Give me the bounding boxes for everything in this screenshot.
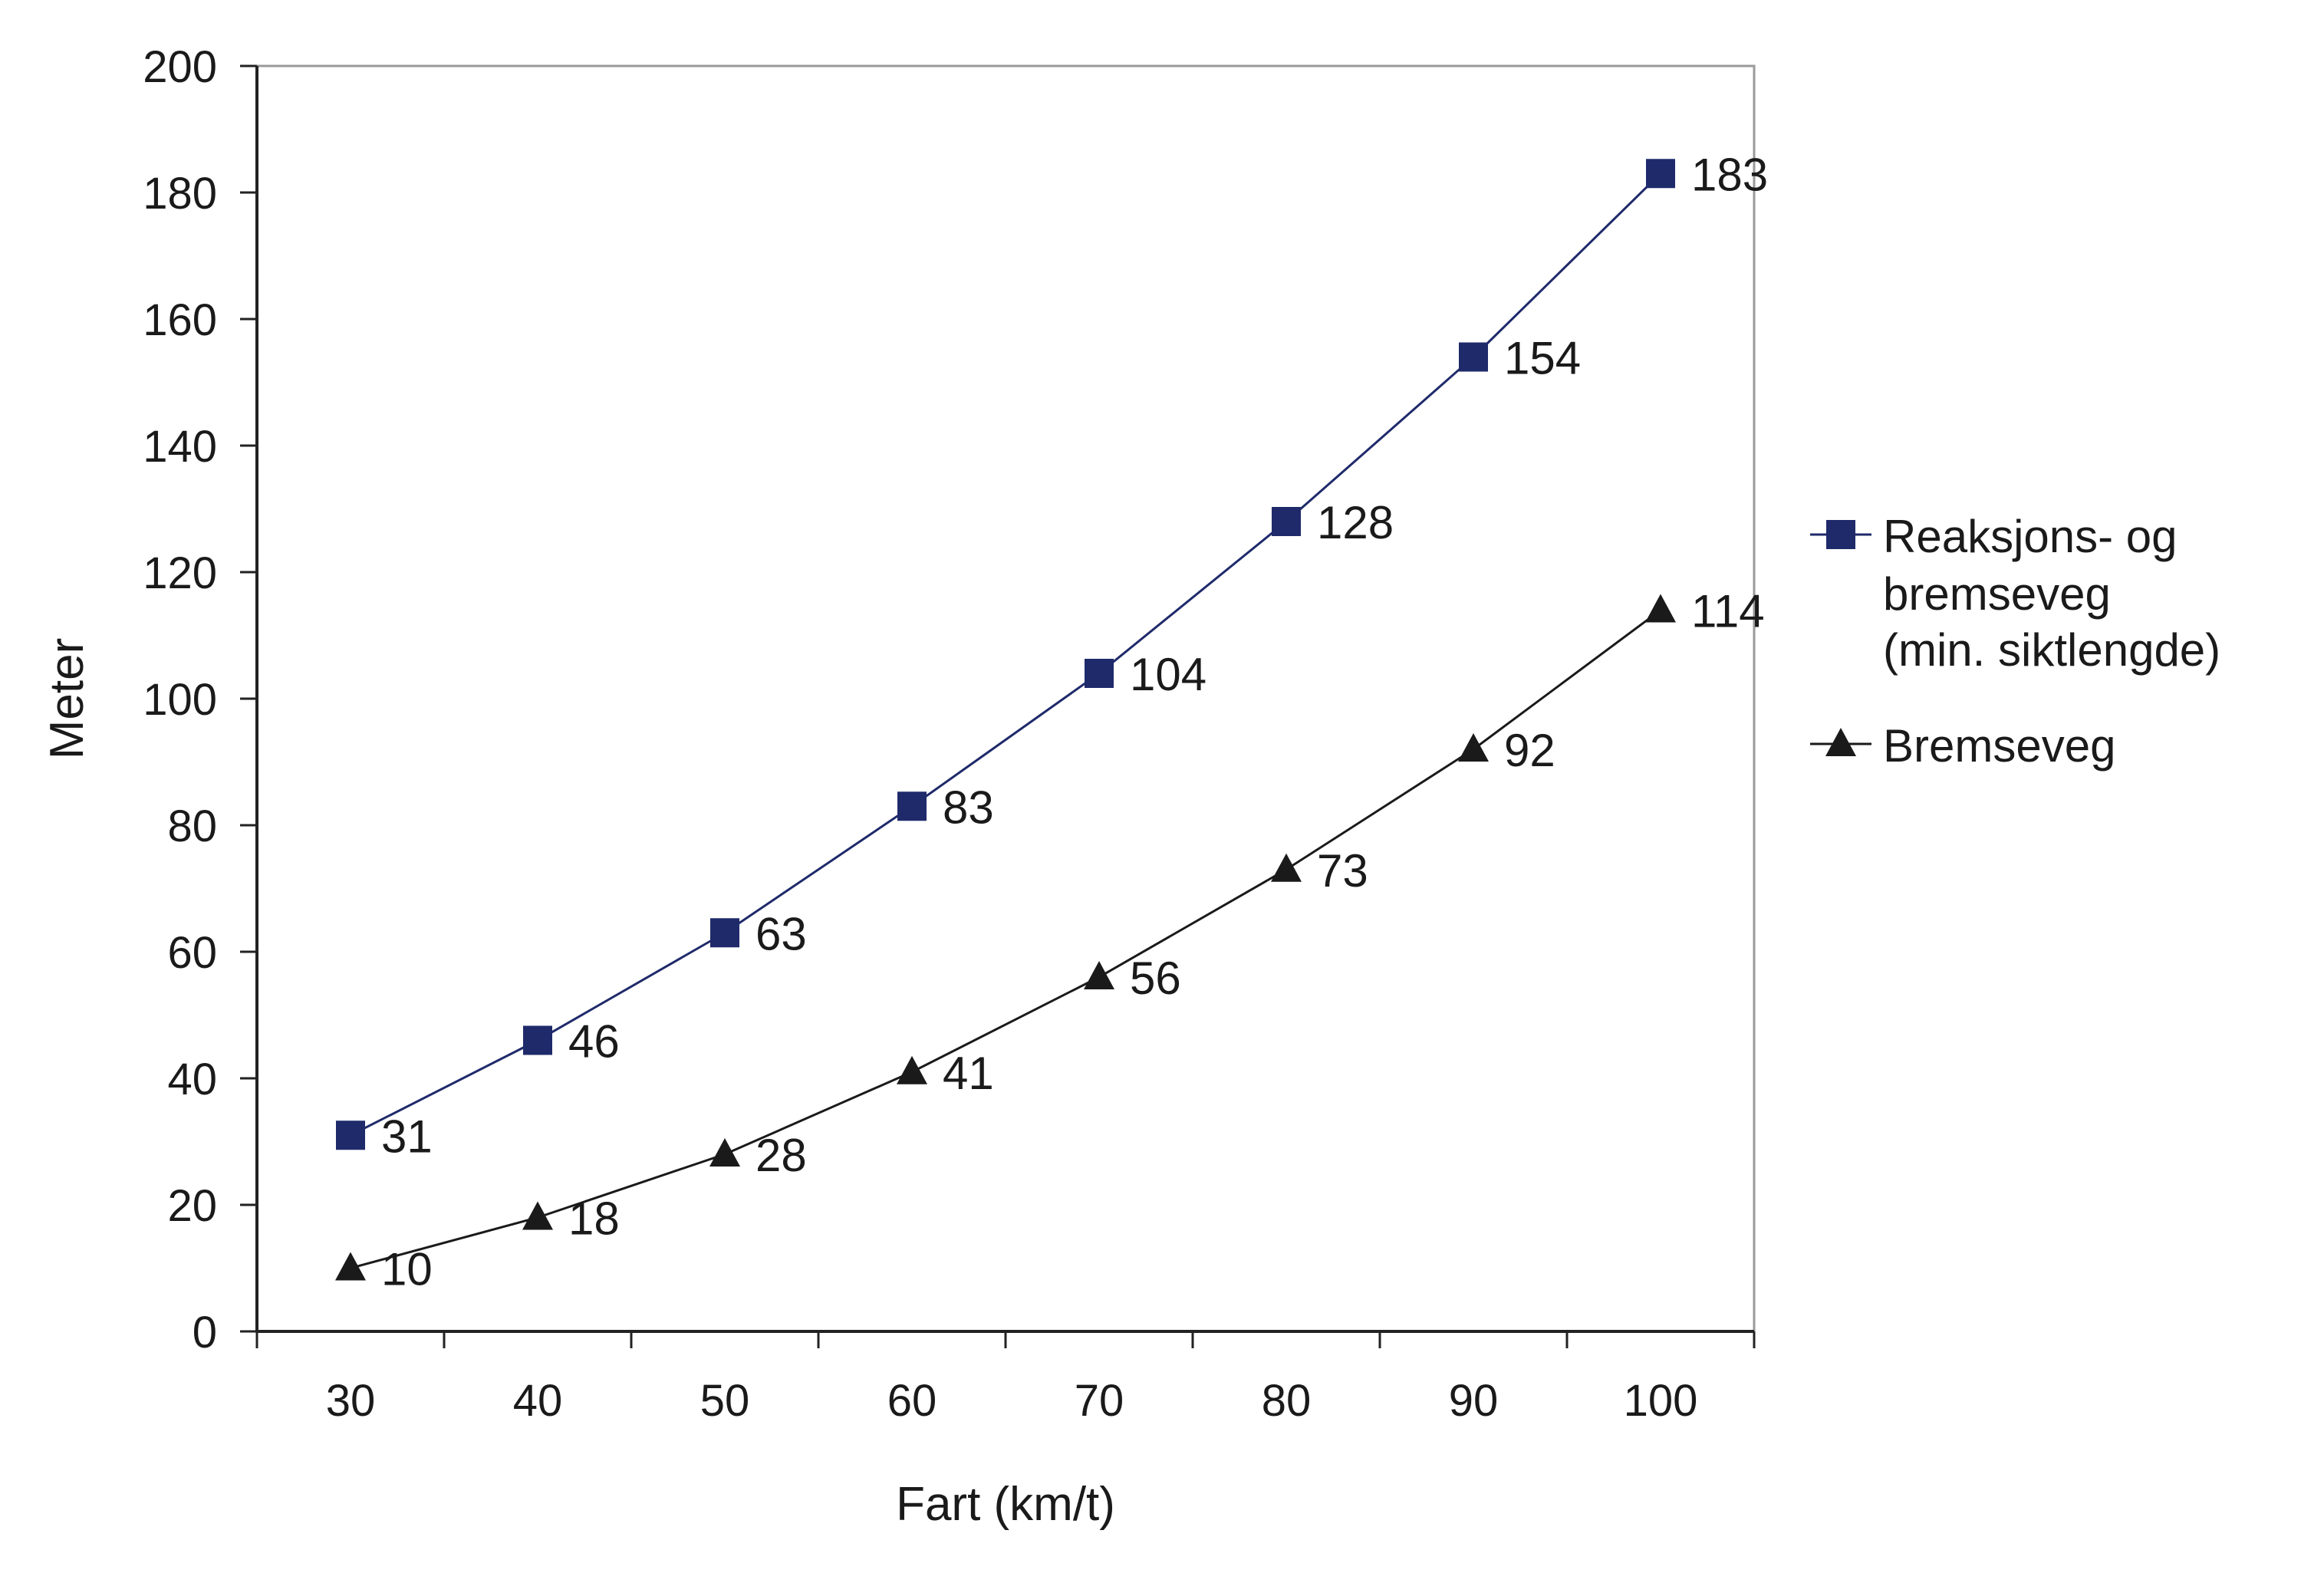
x-axis-ticks: 30 40 50 60 70 80 90 100 — [255, 1331, 1756, 1426]
data-label: 18 — [568, 1193, 620, 1245]
data-label: 28 — [755, 1130, 807, 1181]
data-point — [336, 1120, 365, 1150]
data-label: 41 — [943, 1048, 994, 1099]
data-label: 73 — [1317, 845, 1368, 897]
x-tick-label: 70 — [1075, 1376, 1124, 1426]
data-label: 104 — [1130, 649, 1206, 700]
y-tick-label: 100 — [143, 675, 217, 725]
data-point — [897, 791, 927, 821]
data-point — [710, 918, 739, 948]
legend: Reaksjons- og bremseveg(min. siktlengde) B… — [1810, 511, 2220, 772]
data-label: 46 — [568, 1016, 620, 1068]
plot-frame — [255, 64, 1756, 1333]
data-point — [1458, 733, 1489, 762]
series-2: 10 18 28 41 56 73 92 114 — [335, 586, 1765, 1295]
y-tick-label: 40 — [167, 1055, 217, 1104]
legend-marker — [1826, 520, 1855, 549]
data-point — [523, 1025, 552, 1055]
x-tick-label: 100 — [1624, 1376, 1698, 1426]
data-label: 154 — [1504, 333, 1581, 384]
y-tick-label: 180 — [143, 169, 217, 219]
data-point — [1085, 659, 1114, 688]
data-point — [1271, 853, 1302, 882]
legend-marker — [1825, 728, 1856, 756]
series-line — [350, 173, 1662, 1137]
legend-label: Reaksjons- og — [1883, 511, 2178, 562]
series-1: 31 46 63 83 104 128 154 183 — [336, 149, 1768, 1162]
y-axis-title: Meter — [41, 638, 94, 759]
data-label: 92 — [1504, 725, 1555, 776]
data-label: 83 — [943, 782, 994, 833]
y-tick-label: 0 — [193, 1308, 217, 1357]
series-line — [350, 609, 1661, 1269]
data-point — [897, 1055, 927, 1084]
series-layer: 31 46 63 83 104 128 154 183 10 18 28 41 56 73 92 114 — [335, 149, 1768, 1295]
x-tick-label: 80 — [1262, 1376, 1312, 1426]
legend-item-1: Reaksjons- og bremseveg(min. siktlengde) — [1810, 511, 2220, 676]
legend-item-2: Bremseveg — [1810, 720, 2115, 772]
data-point — [335, 1252, 366, 1281]
data-point — [1645, 594, 1676, 623]
data-label: 183 — [1691, 149, 1768, 200]
y-tick-label: 160 — [143, 295, 217, 345]
legend-label: bremseveg — [1883, 568, 2111, 620]
x-axis-title: Fart (km/t) — [896, 1478, 1115, 1531]
y-tick-label: 120 — [143, 548, 217, 598]
data-point — [1084, 961, 1114, 989]
x-tick-label: 40 — [513, 1376, 563, 1426]
data-label: 114 — [1691, 586, 1765, 637]
x-tick-label: 50 — [700, 1376, 750, 1426]
data-point — [1646, 159, 1675, 189]
x-tick-label: 60 — [887, 1376, 937, 1426]
y-tick-label: 60 — [167, 928, 217, 978]
y-tick-label: 140 — [143, 422, 217, 472]
data-label: 31 — [381, 1111, 433, 1162]
y-tick-label: 200 — [143, 42, 217, 92]
y-axis-ticks: 0 20 40 60 80 100 120 140 160 180 200 — [143, 42, 257, 1357]
data-point — [522, 1201, 553, 1230]
x-tick-label: 90 — [1449, 1376, 1499, 1426]
data-label: 56 — [1130, 953, 1181, 1004]
legend-label: Bremseveg — [1883, 720, 2115, 772]
legend-label: (min. siktlengde) — [1883, 624, 2220, 676]
data-point — [1459, 342, 1488, 372]
data-label: 128 — [1317, 497, 1394, 548]
data-point — [1272, 507, 1301, 536]
data-label: 63 — [755, 908, 807, 959]
data-point — [709, 1138, 740, 1167]
y-tick-label: 80 — [167, 801, 217, 851]
x-tick-label: 30 — [326, 1376, 376, 1426]
data-label: 10 — [381, 1244, 433, 1295]
y-tick-label: 20 — [167, 1181, 217, 1231]
